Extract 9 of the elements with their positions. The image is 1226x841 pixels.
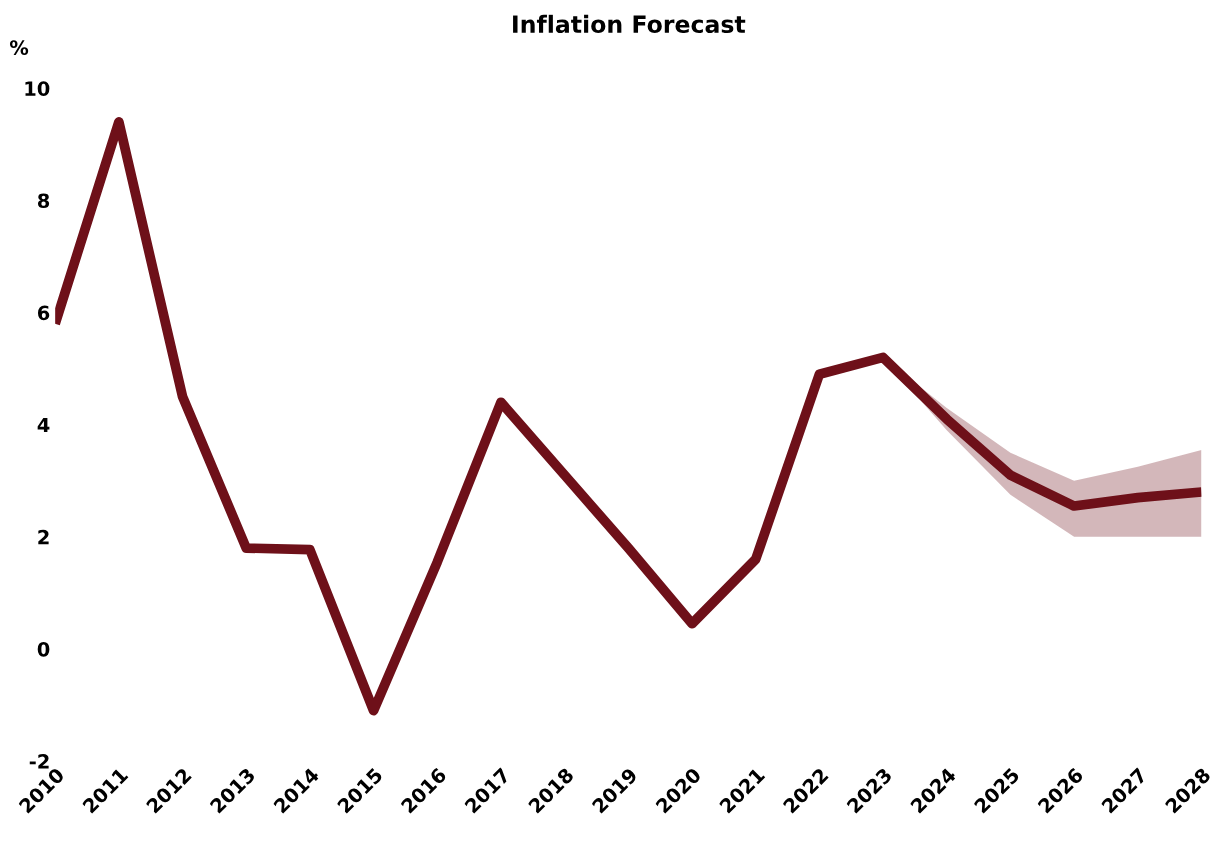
y-tick-label: 10 [25,81,50,96]
chart-title: Inflation Forecast [513,14,746,34]
y-tick-label: 4 [37,417,50,433]
y-axis-title: % [9,40,29,55]
y-tick-label: -2 [29,754,49,769]
y-tick-label: 0 [37,641,50,657]
y-tick-label: 2 [38,529,49,545]
y-tick-label: 6 [37,305,50,321]
y-tick-label: 8 [37,193,50,209]
